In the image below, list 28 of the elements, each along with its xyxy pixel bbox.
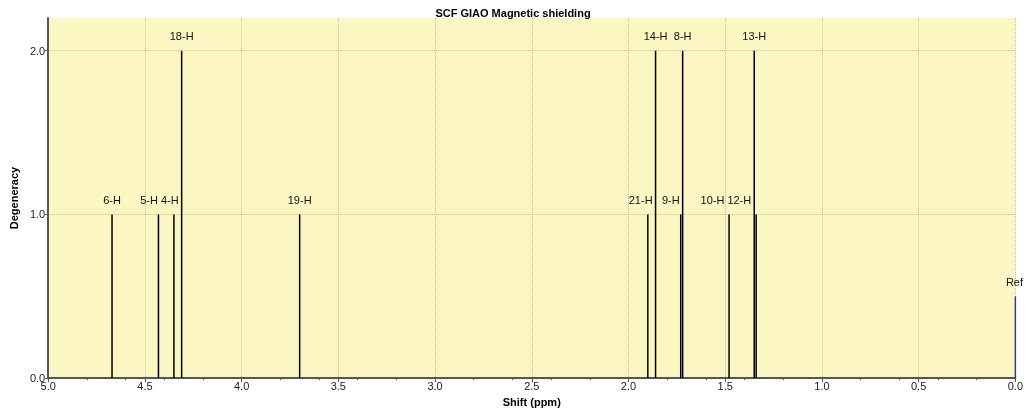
annotation: 9-H — [661, 193, 680, 206]
y-tick-label: 1.0 — [29, 208, 46, 221]
annotation: 13-H — [742, 30, 767, 43]
annotation: Ref — [1005, 275, 1024, 288]
x-tick-label: 2.0 — [620, 379, 637, 392]
annotation: 6-H — [103, 193, 121, 206]
x-tick-label: 0.5 — [910, 379, 927, 392]
annotation: 14-H — [643, 30, 668, 43]
annotation: 5-H — [140, 193, 158, 206]
x-tick-label: 2.5 — [524, 379, 540, 392]
annotation: 19-H — [287, 193, 312, 206]
y-tick-label: 2.0 — [29, 44, 46, 57]
x-tick-label: 4.5 — [137, 379, 153, 392]
x-tick-label: 3.5 — [330, 379, 346, 392]
x-tick-label: 1.0 — [814, 379, 830, 392]
x-tick-label: 0.0 — [1007, 379, 1023, 392]
x-axis-title: Shift (ppm) — [502, 395, 562, 408]
annotation: 4-H — [160, 193, 179, 206]
y-axis-title: Degeneracy — [7, 165, 20, 230]
annotation: 8-H — [673, 30, 692, 43]
x-tick-label: 4.0 — [233, 379, 250, 392]
annotation: 12-H — [727, 193, 752, 206]
x-tick-label: 1.5 — [717, 379, 733, 392]
x-tick-label: 3.0 — [427, 379, 443, 392]
annotation: 18-H — [169, 30, 194, 43]
chart-title: SCF GIAO Magnetic shielding — [435, 6, 591, 19]
annotation: 21-H — [628, 193, 653, 206]
annotation: 10-H — [700, 193, 725, 206]
